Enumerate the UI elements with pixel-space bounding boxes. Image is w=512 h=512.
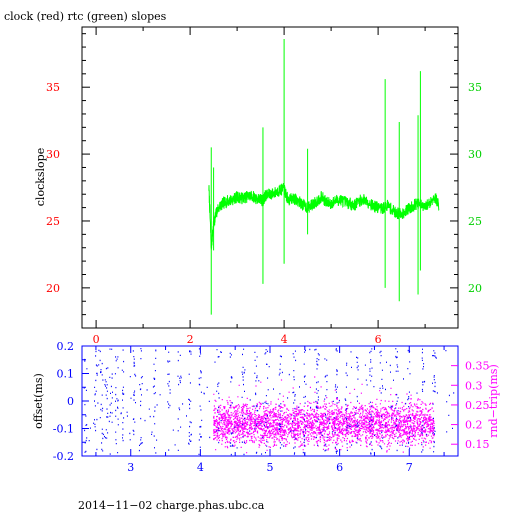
y-tick-label-right: 20 (468, 282, 482, 295)
x-tick-label: 4 (281, 333, 288, 346)
y-tick-label-left: 20 (46, 282, 60, 295)
x-tick-label: 2 (187, 333, 194, 346)
bottom-x-tick-label: 4 (197, 461, 204, 474)
top-chart: clockslope 20 20 25 25 30 30 35 35 0 2 4 6 (34, 26, 482, 346)
bottom-ticks: -0.2 -0.1 0 0.1 0.2 0.15 0.2 0.25 0.3 0.35 3 4 5 6 7 (53, 340, 490, 474)
footer-text: 2014−11−02 charge.phas.ubc.ca (78, 499, 265, 512)
top-marks (208, 39, 440, 315)
offset-tick-label: 0.1 (57, 368, 75, 381)
bottom-x-tick-label: 6 (336, 461, 343, 474)
y-tick-label-right: 25 (468, 215, 482, 228)
bottom-x-tick-label: 3 (127, 461, 134, 474)
rtt-tick-label: 0.35 (465, 360, 490, 373)
top-y-axis-label: clockslope (34, 148, 47, 206)
y-tick-label-left: 30 (46, 148, 60, 161)
offset-tick-label: -0.2 (53, 450, 74, 463)
bottom-x-tick-label: 7 (406, 461, 413, 474)
top-plot-frame (81, 26, 459, 329)
rtt-tick-label: 0.2 (465, 419, 483, 432)
rtt-tick-label: 0.15 (465, 438, 490, 451)
x-tick-label: 0 (93, 333, 100, 346)
rtt-axis-label: rnd−trip(ms) (487, 364, 500, 438)
y-tick-label-left: 25 (46, 215, 60, 228)
rtt-tick-label: 0.3 (465, 379, 483, 392)
y-tick-label-right: 35 (468, 81, 482, 94)
offset-tick-label: 0.2 (57, 340, 75, 353)
rtc-slope-line (208, 182, 440, 250)
offset-tick-label: 0 (67, 395, 74, 408)
offset-axis-label: offset(ms) (32, 373, 45, 429)
offset-dots (83, 348, 455, 456)
bottom-marks (83, 348, 455, 456)
x-tick-label: 6 (375, 333, 382, 346)
top-ticks: 20 20 25 25 30 30 35 35 0 2 4 6 (46, 27, 482, 346)
bottom-chart: offset(ms) rnd−trip(ms) -0.2 -0.1 0 0.1 0.2 0… (32, 340, 500, 474)
chart-title: clock (red) rtc (green) slopes (4, 10, 167, 23)
rtt-tick-label: 0.25 (465, 399, 490, 412)
y-tick-label-right: 30 (468, 148, 482, 161)
y-tick-label-left: 35 (46, 81, 60, 94)
bottom-x-tick-label: 5 (267, 461, 274, 474)
offset-tick-label: -0.1 (53, 423, 74, 436)
bottom-plot-frame (81, 345, 459, 457)
rtt-dots (213, 376, 435, 454)
